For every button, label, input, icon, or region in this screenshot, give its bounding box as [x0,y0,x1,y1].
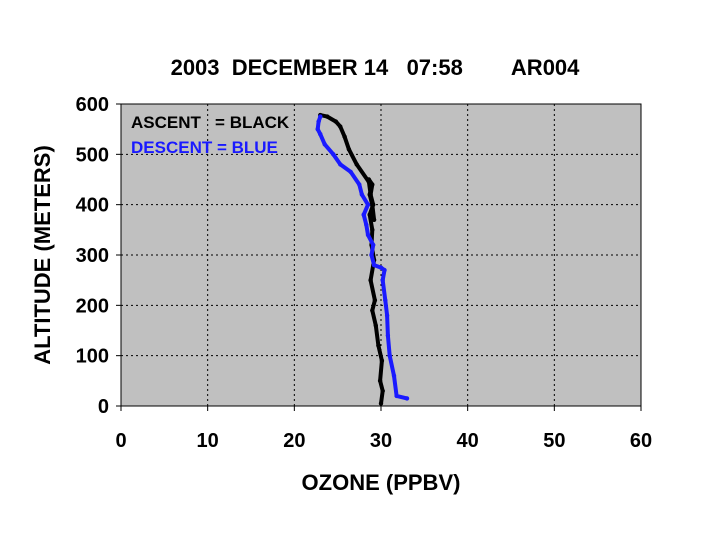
y-tick-label: 300 [76,245,109,267]
x-tick-label: 40 [457,430,479,452]
ascent-data-point [370,308,375,313]
ascent-data-point [333,119,339,124]
descent-data-point [315,127,320,132]
ascent-data-point [370,227,375,232]
ascent-data-point [368,278,373,283]
descent-data-point [385,333,391,338]
y-axis-label: ALTITUDE (METERS) [30,145,55,365]
descent-data-point [371,242,376,248]
ascent-data-point [366,179,372,185]
descent-data-point [369,252,374,258]
plot-frame [120,103,642,407]
ascent-data-point [370,202,375,207]
ascent-data-point [338,124,343,129]
ascent-data-point [342,134,347,139]
ascent-data-point [373,323,378,328]
ascent-data-point [367,192,372,197]
x-tick-label: 30 [370,430,392,452]
descent-data-point [361,212,366,217]
x-tick-label: 10 [197,430,219,452]
chart-title: 2003 DECEMBER 14 07:58 AR004 [171,55,581,80]
descent-data-point [380,278,385,283]
data-series [315,112,410,406]
y-tick-label: 200 [76,295,109,317]
y-tick-label: 400 [76,195,109,217]
descent-data-point [383,298,388,303]
descent-data-point [391,373,397,378]
y-tick-label: 100 [76,346,109,368]
descent-data-point [357,182,362,187]
x-tick-label: 0 [115,430,126,452]
descent-data-point [359,192,365,197]
descent-data-point [365,202,371,207]
descent-data-point [387,353,392,358]
ascent-data-point [346,147,352,152]
ascent-data-point [367,212,372,217]
y-tick-label: 0 [98,396,109,418]
ascent-data-point [325,114,330,119]
x-tick-label: 50 [543,430,565,452]
descent-data-point [382,267,387,273]
x-tick-label: 60 [630,430,652,452]
ascent-data-point [379,358,385,363]
descent-data-point [378,265,384,270]
descent-data-point [316,119,321,124]
descent-data-point [318,114,323,119]
descent-data-point [322,142,327,147]
ascent-data-point [377,378,383,383]
ascent-data-point [372,298,378,303]
ascent-data-point [376,343,381,348]
descent-data-point [394,393,399,399]
descent-data-point [371,262,377,268]
y-tick-label: 500 [76,144,109,166]
ascent-data-point [354,162,359,167]
descent-data-point [338,162,343,167]
descent-data-point [331,152,336,157]
descent-data-point [318,132,323,137]
ascent-data-point [378,401,384,406]
ascent-data-point [371,217,377,222]
legend-ascent-annotation: ASCENT = BLACK [131,113,290,132]
legend-descent-annotation: DESCENT = BLUE [131,138,278,157]
descent-data-point [384,313,390,318]
descent-data-point [404,396,410,401]
descent-data-point [348,169,353,175]
descent-data-point [365,232,371,238]
ascent-data-point [380,388,385,394]
x-axis-label: OZONE (PPBV) [302,470,461,495]
x-tick-label: 20 [283,430,305,452]
y-tick-label: 600 [76,94,109,116]
descent-data-point [364,222,369,227]
